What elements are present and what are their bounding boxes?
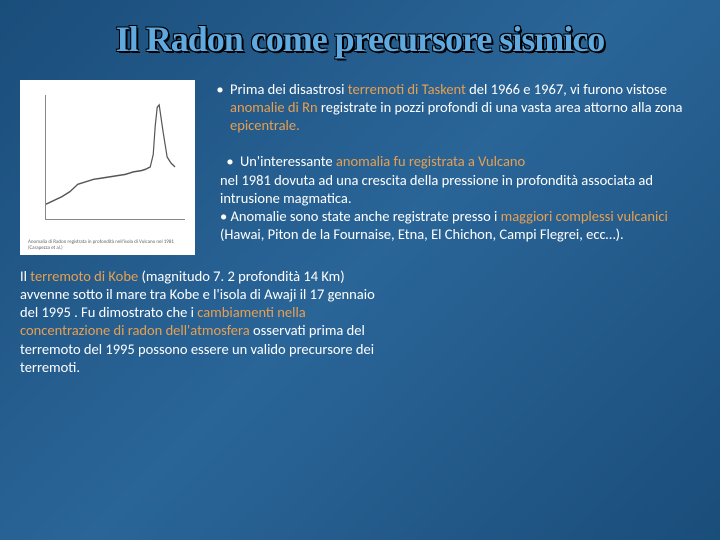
slide-title-container: Il Radon come precursore sismico [0,0,720,70]
radon-chart: Anomalia di Radon registrata in profondi… [20,80,195,255]
highlight: maggiori complessi vulcanici [501,207,668,225]
content-row: Anomalia di Radon registrata in profondi… [0,70,720,255]
chart-axes [45,95,185,220]
text: registrate in pozzi profondi di una vast… [318,98,683,116]
bullet-2-line-a: Un'interessante anomalia fu registrata a… [240,152,525,170]
highlight: anomalia fu registrata a Vulcano [336,152,525,170]
text: del 1966 e 1967, vi furono vistose [466,80,667,98]
bullet-2: • Un'interessante anomalia fu registrata… [210,152,700,243]
text: Prima dei disastrosi [230,80,348,98]
bullet-1: • Prima dei disastrosi terremoti di Task… [210,80,700,134]
bullet-2-first: • Un'interessante anomalia fu registrata… [220,152,700,170]
right-text-block: • Prima dei disastrosi terremoti di Task… [210,80,700,255]
slide-title: Il Radon come precursore sismico [116,19,605,59]
bullet-2-line-c: • Anomalie sono state anche registrate p… [220,207,700,243]
bottom-paragraph: Il terremoto di Kobe (magnitudo 7. 2 pro… [0,255,400,376]
bullet-1-text: Prima dei disastrosi terremoti di Tasken… [230,80,700,134]
highlight: epicentrale. [230,116,300,134]
text: Il [20,267,30,285]
highlight: anomalie di Rn [230,98,318,116]
chart-caption: Anomalia di Radon registrata in profondi… [28,240,187,251]
text: Un'interessante [240,152,336,170]
highlight: terremoti di Taskent [348,80,466,98]
text: (Hawai, Piton de la Fournaise, Etna, El … [220,225,624,243]
text: • Anomalie sono state anche registrate p… [220,207,501,225]
bullet-dot: • [220,152,240,170]
bullet-dot: • [210,80,230,134]
chart-line-svg [46,95,185,219]
highlight: terremoto di Kobe [30,267,138,285]
bullet-2-line-b: nel 1981 dovuta ad una crescita della pr… [220,171,700,207]
